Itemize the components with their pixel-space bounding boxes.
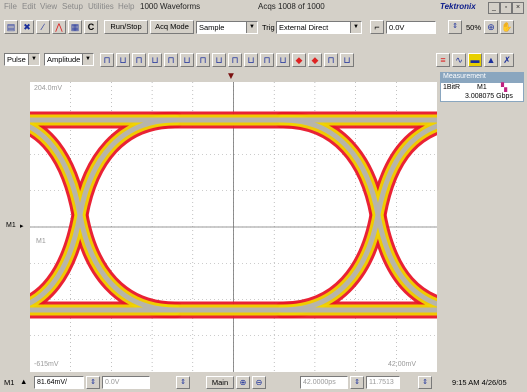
- main-button[interactable]: Main: [206, 376, 234, 389]
- acq-mode-value: Sample: [199, 23, 225, 32]
- restore-icon[interactable]: ▫: [500, 2, 512, 14]
- meas-icon-9[interactable]: ⊓: [228, 53, 242, 67]
- waveform-icon[interactable]: ⋀: [52, 20, 66, 34]
- eye-core-band: [30, 117, 178, 306]
- cursor-icon[interactable]: ✗: [500, 53, 514, 67]
- offset-spinner-icon[interactable]: ⇕: [176, 376, 190, 389]
- chevron-down-icon: ▼: [246, 22, 257, 33]
- meas-icon-4[interactable]: ⊔: [148, 53, 162, 67]
- amplitude-select[interactable]: Amplitude ▼: [44, 53, 94, 66]
- menu-help[interactable]: Help: [118, 2, 135, 11]
- measurement-panel: [437, 70, 527, 372]
- trig-level-field[interactable]: 0.0V: [386, 21, 436, 34]
- measurement-readout[interactable]: 1BitR M1 ▚ 3.008075 Gbps: [440, 82, 524, 102]
- histogram-icon[interactable]: ▬: [468, 53, 482, 67]
- measure-icon[interactable]: ▦: [68, 20, 82, 34]
- hand-icon[interactable]: ✋: [500, 20, 514, 34]
- position-field[interactable]: 11.7513: [366, 376, 400, 389]
- meas-icon-11[interactable]: ⊓: [260, 53, 274, 67]
- menu-file[interactable]: File: [4, 2, 17, 11]
- percent-value: 50%: [466, 23, 482, 32]
- measurement-id: 1BitR: [443, 84, 461, 91]
- close-icon[interactable]: ×: [512, 2, 524, 14]
- meas-icon-3[interactable]: ⊓: [132, 53, 146, 67]
- clock: 9:15 AM 4/26/05: [452, 378, 507, 387]
- measurement-value: 3.008075 Gbps: [465, 93, 513, 100]
- measurement-toolbar: Pulse ▼ Amplitude ▼ ⊓ ⊔ ⊓ ⊔ ⊓ ⊔ ⊓ ⊔ ⊓ ⊔ ⊓ …: [0, 50, 527, 70]
- bottom-left-scale-label: -615mV: [34, 361, 59, 368]
- position-spinner-icon[interactable]: ⇕: [418, 376, 432, 389]
- trig-source-value: External Direct: [279, 23, 329, 32]
- zoom-out-icon[interactable]: ⊖: [252, 376, 266, 389]
- top-scale-label: 204.0mV: [34, 85, 63, 92]
- acq-mode-button[interactable]: Acq Mode: [150, 20, 194, 34]
- mid-scale-label: M1: [36, 238, 46, 245]
- main-toolbar: ▤ ✖ ∕ ⋀ ▦ C Run/Stop Acq Mode Sample ▼ Tr…: [0, 16, 527, 40]
- pulse-select[interactable]: Pulse ▼: [4, 53, 40, 66]
- chevron-down-icon: ▼: [82, 54, 93, 65]
- meas-icon-13[interactable]: ◆: [292, 53, 306, 67]
- timebase-field[interactable]: 42.0000ps: [300, 376, 348, 389]
- meas-icon-6[interactable]: ⊔: [180, 53, 194, 67]
- zoom-in-icon[interactable]: ⊕: [236, 376, 250, 389]
- channel-label[interactable]: M1: [4, 378, 15, 387]
- offset-field[interactable]: 0.0V: [102, 376, 150, 389]
- mountain-icon[interactable]: ▲: [484, 53, 498, 67]
- meas-icon-15[interactable]: ⊓: [324, 53, 338, 67]
- meas-icon-8[interactable]: ⊔: [212, 53, 226, 67]
- menu-edit[interactable]: Edit: [22, 2, 36, 11]
- eye-diagram: [30, 82, 437, 372]
- vertical-scale-field[interactable]: 81.64mV/: [34, 376, 84, 389]
- pen-icon[interactable]: ∕: [36, 20, 50, 34]
- zoom-icon[interactable]: ⊕: [484, 20, 498, 34]
- channel-up-icon[interactable]: ▲: [20, 377, 28, 386]
- meas-icon-7[interactable]: ⊓: [196, 53, 210, 67]
- print-icon[interactable]: ▤: [4, 20, 18, 34]
- meas-icon-12[interactable]: ⊔: [276, 53, 290, 67]
- timebase-spinner-icon[interactable]: ⇕: [350, 376, 364, 389]
- measurement-source: M1: [477, 84, 487, 91]
- amplitude-value: Amplitude: [47, 55, 81, 64]
- menu-setup[interactable]: Setup: [62, 2, 83, 11]
- chevron-down-icon: ▼: [350, 22, 361, 33]
- channel-marker[interactable]: M1: [6, 222, 16, 229]
- measurement-status-icon: ▚: [501, 83, 508, 92]
- acquisition-count: Acqs 1008 of 1000: [258, 2, 325, 11]
- brand-logo: Tektronix: [440, 2, 476, 11]
- meas-icon-5[interactable]: ⊓: [164, 53, 178, 67]
- pulse-value: Pulse: [7, 55, 26, 64]
- lines-icon[interactable]: ≡: [436, 53, 450, 67]
- waveform-count: 1000 Waveforms: [140, 2, 201, 11]
- tools-icon[interactable]: ✖: [20, 20, 34, 34]
- measurement-header: Measurement: [440, 72, 524, 82]
- meas-icon-2[interactable]: ⊔: [116, 53, 130, 67]
- trig-label: Trig: [262, 23, 275, 32]
- trig-source-select[interactable]: External Direct ▼: [276, 21, 362, 34]
- spinner-icon[interactable]: ⇕: [448, 20, 462, 34]
- meas-icon-16[interactable]: ⊔: [340, 53, 354, 67]
- channel-marker-strip: M1 ▸: [0, 70, 30, 372]
- meas-icon-1[interactable]: ⊓: [100, 53, 114, 67]
- meas-icon-14[interactable]: ◆: [308, 53, 322, 67]
- waveform-display[interactable]: 204.0mV M1 -615mV 42.00mV: [30, 82, 437, 372]
- menu-utilities[interactable]: Utilities: [88, 2, 114, 11]
- bottom-right-scale-label: 42.00mV: [388, 361, 417, 368]
- menu-bar: File Edit View Setup Utilities Help 1000…: [0, 0, 527, 16]
- acq-mode-select[interactable]: Sample ▼: [196, 21, 258, 34]
- menu-view[interactable]: View: [40, 2, 58, 11]
- eye-core-band: [280, 123, 437, 313]
- marker-arrow-icon: ▸: [20, 223, 24, 230]
- meas-icon-10[interactable]: ⊔: [244, 53, 258, 67]
- run-stop-button[interactable]: Run/Stop: [104, 20, 148, 34]
- wave-icon[interactable]: ∿: [452, 53, 466, 67]
- chevron-down-icon: ▼: [28, 54, 39, 65]
- trigger-slope-icon[interactable]: ⌐: [370, 20, 384, 34]
- scale-spinner-icon[interactable]: ⇕: [86, 376, 100, 389]
- trigger-position-icon[interactable]: ▼: [226, 71, 236, 82]
- c-button[interactable]: C: [84, 20, 98, 34]
- minimize-icon[interactable]: _: [488, 2, 500, 14]
